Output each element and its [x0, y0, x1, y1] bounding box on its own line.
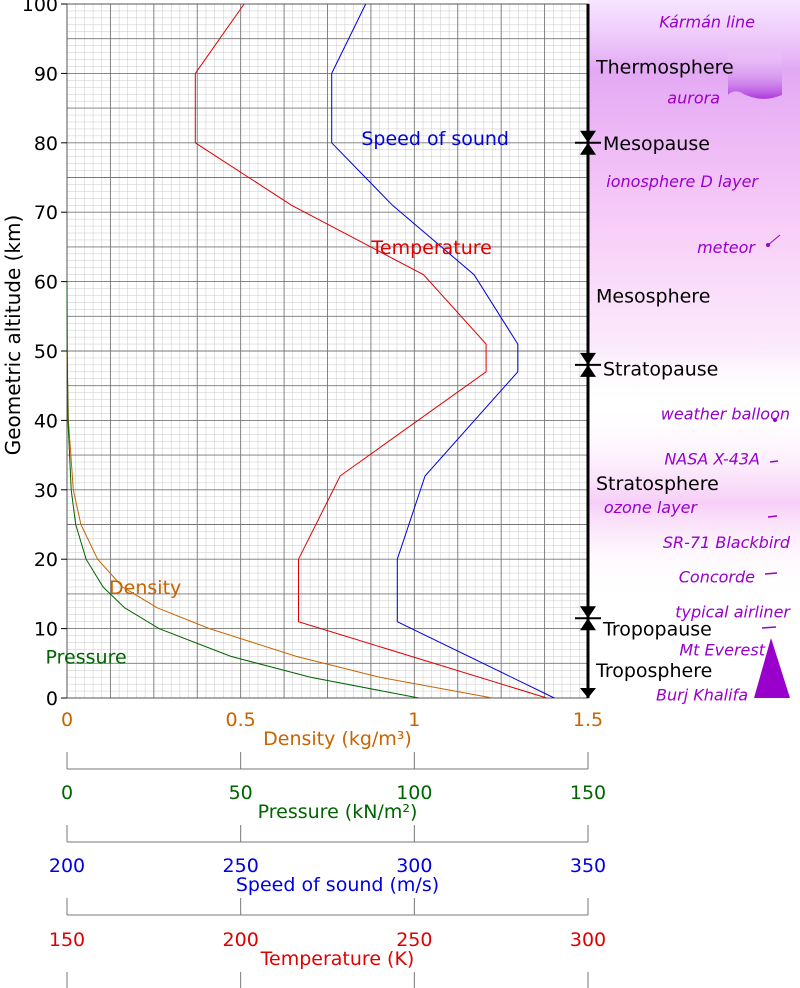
- y-tick-label: 50: [34, 341, 58, 363]
- x-axis-title-temperature: Temperature (K): [260, 948, 415, 970]
- annotation-mt-everest: Mt Everest: [679, 640, 765, 659]
- airliner-icon: [761, 626, 777, 629]
- x-tick-label-density: 0: [61, 709, 73, 731]
- layer-label-mesosphere: Mesosphere: [596, 285, 710, 307]
- boundary-arrow-down: [580, 606, 596, 619]
- series-layer: [66, 3, 555, 699]
- series-speed-of-sound-line: [331, 3, 555, 699]
- annotation-k-rm-n-line: Kármán line: [659, 12, 755, 31]
- x-tick-label-speed: 200: [49, 855, 85, 877]
- atmosphere-band: [588, 0, 800, 698]
- x-tick-label-density: 0.5: [226, 709, 256, 731]
- annotation-concorde: Concorde: [679, 568, 755, 587]
- x-tick-label-pressure: 100: [396, 782, 432, 804]
- y-tick-label: 40: [34, 410, 58, 432]
- y-tick-label: 80: [34, 133, 58, 155]
- x-scale-speed: 200 250 300 350 Speed of sound (m/s): [49, 855, 606, 916]
- x-tick-label-temperature: 250: [396, 929, 432, 951]
- x-tick-label-temperature: 300: [570, 929, 606, 951]
- y-tick-label: 60: [34, 272, 58, 294]
- series-temperature-line: [194, 3, 547, 699]
- x-axis-title-speed: Speed of sound (m/s): [236, 874, 439, 896]
- boundary-markers: [575, 130, 601, 698]
- x-tick-label-speed: 250: [223, 855, 259, 877]
- x-scale-pressure: 0 50 100 150 Pressure (kN/m²): [61, 782, 606, 843]
- layer-label-troposphere: Troposphere: [595, 660, 712, 682]
- meteor-icon: [767, 234, 781, 246]
- x-tick-label-density: 1.5: [573, 709, 603, 731]
- annotation-weather-balloon: weather balloon: [661, 404, 790, 423]
- annotation-burj-khalifa: Burj Khalifa: [656, 686, 748, 705]
- x-tick-label-density: 1: [408, 709, 420, 731]
- layer-label-thermosphere: Thermosphere: [595, 56, 734, 78]
- series-label-temperature: Temperature: [371, 237, 492, 259]
- x-axis-title-density: Density (kg/m³): [263, 728, 412, 750]
- x-axis-title-pressure: Pressure (kN/m²): [258, 801, 418, 823]
- series-label-pressure: Pressure: [46, 646, 127, 668]
- annotation-ionosphere-d-layer: ionosphere D layer: [606, 172, 759, 191]
- series-label-density: Density: [109, 577, 181, 599]
- layer-label-tropopause: Tropopause: [602, 619, 712, 641]
- series-density-line: [66, 350, 493, 699]
- y-tick-label: 0: [46, 688, 58, 710]
- x-tick-label-pressure: 150: [570, 782, 606, 804]
- series-label-layer: Temperature Speed of sound Density Pressure: [46, 128, 509, 668]
- x43a-icon: [769, 460, 779, 463]
- concorde-icon: [764, 572, 778, 575]
- annotation-ozone-layer: ozone layer: [604, 498, 699, 517]
- layer-label-stratopause: Stratopause: [603, 358, 718, 380]
- y-axis-label: Geometric altitude (km): [1, 215, 25, 456]
- meteor-dot: [766, 243, 770, 247]
- x-tick-label-temperature: 150: [49, 929, 85, 951]
- boundary-arrow-up: [580, 618, 596, 631]
- y-tick-label: 20: [34, 549, 58, 571]
- layer-label-stratosphere: Stratosphere: [596, 473, 719, 495]
- boundary-arrow-down: [580, 352, 596, 365]
- series-pressure-line: [66, 281, 419, 699]
- ground-arrow: [580, 688, 596, 698]
- y-tick-label: 10: [34, 619, 58, 641]
- x-scale-temperature: 150 200 250 300 Temperature (K): [49, 929, 606, 988]
- y-axis: 0 10 20 30 40 50 60 70 80 90 100: [22, 0, 67, 710]
- boundary-arrow-up: [580, 142, 596, 155]
- x-tick-label-speed: 350: [570, 855, 606, 877]
- annotation-sr-71-blackbird: SR-71 Blackbird: [663, 533, 791, 552]
- annotation-aurora: aurora: [667, 89, 720, 108]
- annotation-meteor: meteor: [697, 238, 756, 257]
- annotation-typical-airliner: typical airliner: [675, 602, 791, 621]
- x-tick-label-pressure: 50: [229, 782, 253, 804]
- annotation-nasa-x-43a: NASA X-43A: [664, 450, 760, 469]
- boundary-arrow-up: [580, 364, 596, 377]
- mountain-icon: [754, 638, 790, 698]
- annotation-marks: [754, 234, 790, 698]
- y-tick-label: 100: [22, 0, 58, 16]
- layer-label-mesopause: Mesopause: [603, 133, 710, 155]
- altitude-annotations: Kármán line aurora ionosphere D layer meteo…: [604, 12, 792, 704]
- balloon-icon: [773, 418, 777, 422]
- x-tick-label-speed: 300: [396, 855, 432, 877]
- x-scales: 0 0.5 1 1.5 Density (kg/m³) 0 50 100 150 Pressure…: [49, 709, 606, 988]
- x-tick-label-pressure: 0: [61, 782, 73, 804]
- layer-labels: Thermosphere Mesopause Mesosphere Stratopau…: [595, 56, 734, 682]
- y-tick-label: 30: [34, 480, 58, 502]
- y-tick-label: 90: [34, 63, 58, 85]
- series-label-speed-of-sound: Speed of sound: [361, 128, 509, 150]
- x-tick-label-temperature: 200: [223, 929, 259, 951]
- sr71-icon: [767, 515, 778, 518]
- boundary-arrow-down: [580, 130, 596, 143]
- x-scale-density: 0 0.5 1 1.5 Density (kg/m³): [61, 709, 603, 770]
- aurora-shape: [728, 48, 782, 99]
- y-tick-label: 70: [34, 202, 58, 224]
